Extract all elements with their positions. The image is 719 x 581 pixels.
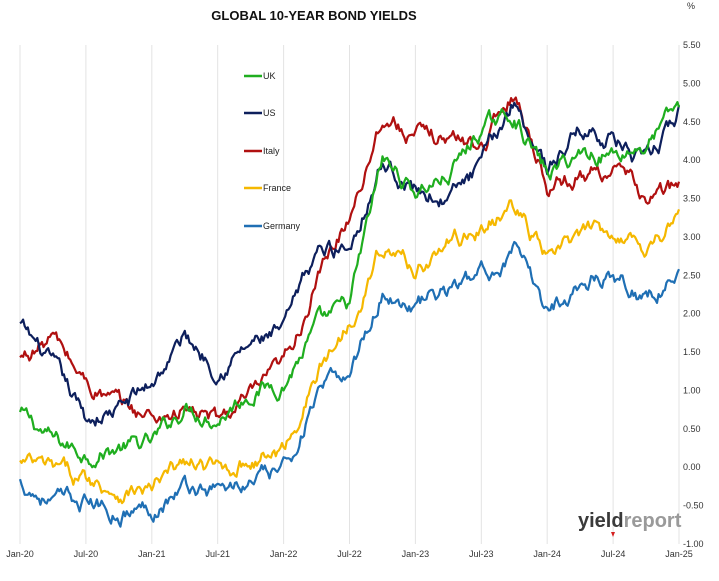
x-tick-label: Jan-21: [138, 549, 166, 559]
x-tick-label: Jan-24: [533, 549, 561, 559]
y-tick-label: 4.00: [683, 155, 701, 165]
legend: UK US Italy France Germany: [244, 71, 301, 231]
y-tick-label: 2.00: [683, 309, 701, 319]
x-axis-ticks: Jan-20 Jul-20 Jan-21 Jul-21 Jan-22 Jul-22 Jan-…: [6, 549, 693, 559]
x-tick-label: Jul-24: [601, 549, 626, 559]
series-line-italy: [19, 96, 681, 424]
y-tick-label: 1.50: [683, 347, 701, 357]
x-tick-label: Jan-20: [6, 549, 34, 559]
series-line-uk: [18, 101, 681, 469]
y-tick-label: 3.00: [683, 232, 701, 242]
legend-label-uk: UK: [263, 71, 276, 81]
yieldreport-logo: yieldreport: [578, 510, 682, 537]
logo-word-report: report: [624, 510, 682, 532]
legend-label-italy: Italy: [263, 146, 280, 156]
y-tick-label: 0.00: [683, 462, 701, 472]
y-tick-label: 5.50: [683, 40, 701, 50]
x-tick-label: Jul-20: [74, 549, 99, 559]
series-line-germany: [18, 240, 681, 528]
x-tick-label: Jan-25: [665, 549, 693, 559]
y-tick-label: 5.00: [683, 78, 701, 88]
y-tick-label: 3.50: [683, 194, 701, 204]
svg-text:yieldreport: yieldreport: [578, 510, 682, 532]
y-tick-label: 1.00: [683, 385, 701, 395]
y-tick-label: 2.50: [683, 270, 701, 280]
legend-label-france: France: [263, 183, 291, 193]
y-tick-label: 4.50: [683, 117, 701, 127]
x-tick-label: Jul-21: [205, 549, 230, 559]
x-tick-label: Jan-23: [402, 549, 430, 559]
chart-title: GLOBAL 10-YEAR BOND YIELDS: [211, 8, 417, 23]
y-tick-label: -0.50: [683, 501, 704, 511]
logo-marker-icon: [611, 532, 615, 537]
legend-label-us: US: [263, 108, 276, 118]
legend-label-germany: Germany: [263, 221, 301, 231]
x-tick-label: Jan-22: [270, 549, 298, 559]
x-tick-label: Jul-23: [469, 549, 494, 559]
x-tick-label: Jul-22: [337, 549, 362, 559]
series-line-france: [19, 199, 681, 505]
y-tick-label: -1.00: [683, 539, 704, 549]
y-axis-ticks: 5.50 5.00 4.50 4.00 3.50 3.00 2.50 2.00 1.50 1.00…: [683, 40, 704, 549]
logo-word-yield: yield: [578, 510, 624, 532]
series-lines: [18, 96, 681, 528]
series-line-us: [19, 101, 681, 427]
y-axis-unit-label: %: [687, 1, 695, 11]
y-tick-label: 0.50: [683, 424, 701, 434]
